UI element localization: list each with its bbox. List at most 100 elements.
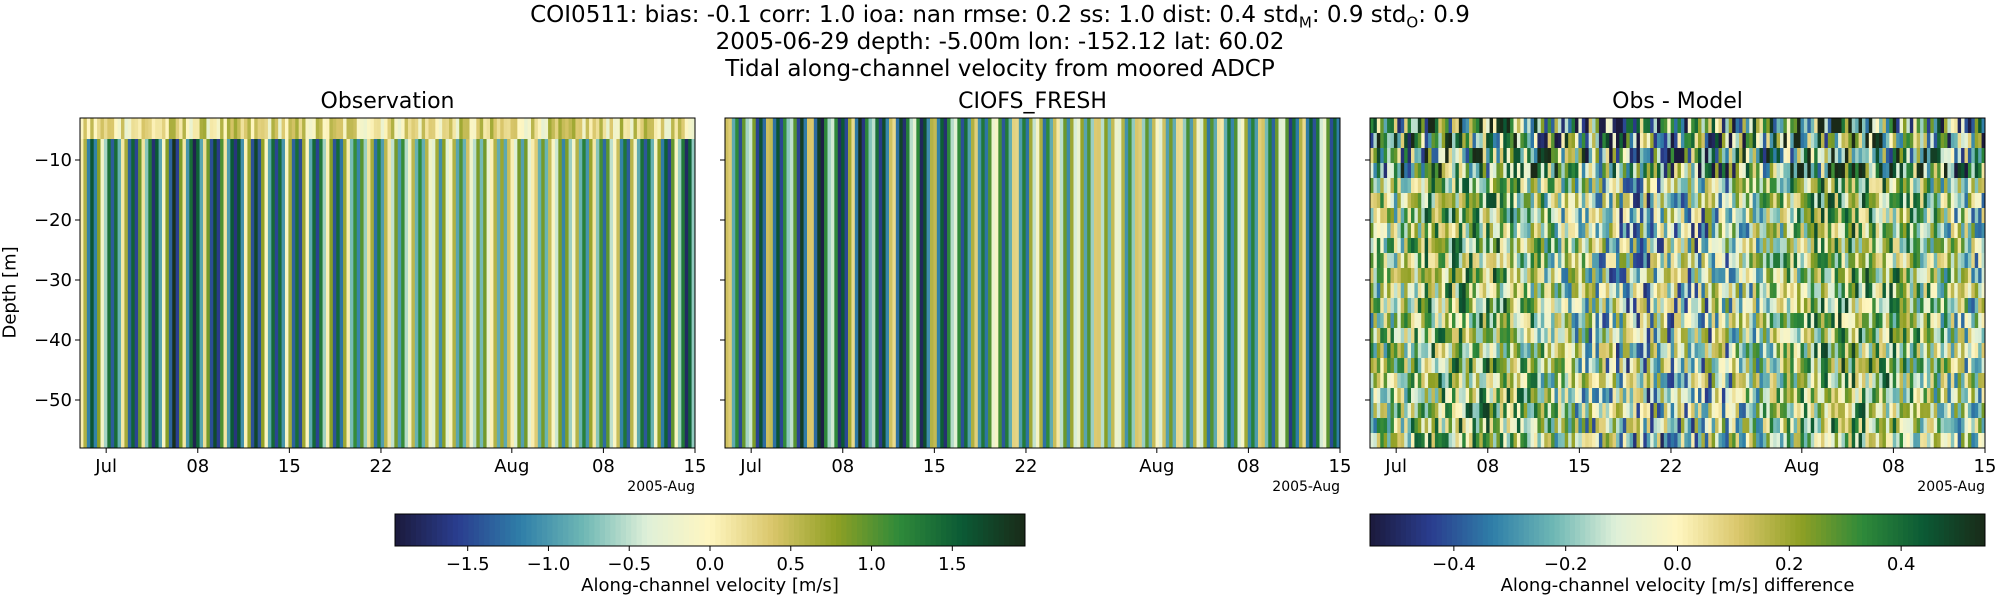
- heatmap-cell: [1821, 388, 1825, 404]
- heatmap-cell: [1961, 193, 1965, 209]
- heatmap-cell: [1933, 118, 1938, 134]
- heatmap-cell: [237, 118, 241, 449]
- colorbar-segment: [1595, 514, 1602, 546]
- heatmap-cell: [1646, 313, 1651, 329]
- heatmap-cell: [1752, 163, 1757, 179]
- heatmap-cell: [1909, 238, 1914, 254]
- heatmap-cell: [267, 118, 272, 449]
- heatmap-cell: [1489, 133, 1494, 149]
- heatmap-cell: [1844, 313, 1849, 329]
- heatmap-cell: [1475, 253, 1480, 269]
- heatmap-cell: [1376, 328, 1381, 344]
- heatmap-cell: [1899, 118, 1904, 134]
- heatmap-cell: [1786, 313, 1791, 329]
- colorbar-segment: [1421, 514, 1427, 546]
- heatmap-cell: [1472, 163, 1477, 179]
- heatmap-cell: [1434, 418, 1439, 434]
- heatmap-cell: [1602, 313, 1607, 329]
- heatmap-cell: [1370, 133, 1374, 149]
- heatmap-cell: [1383, 118, 1388, 134]
- heatmap-cell: [1797, 343, 1801, 359]
- heatmap-cell: [1421, 163, 1426, 179]
- colorbar-segment: [867, 514, 874, 546]
- heatmap-cell: [158, 118, 163, 449]
- heatmap-cell: [1677, 418, 1682, 434]
- heatmap-cell: [1967, 178, 1972, 194]
- heatmap-cell: [1407, 163, 1412, 179]
- heatmap-cell: [1551, 208, 1555, 224]
- heatmap-cell: [1441, 403, 1446, 419]
- heatmap-cell: [1441, 253, 1446, 269]
- heatmap-cell: [1431, 268, 1436, 284]
- heatmap-cell: [1636, 208, 1641, 224]
- heatmap-cell: [1496, 418, 1501, 434]
- heatmap-cell: [1383, 208, 1388, 224]
- heatmap-cell: [1954, 298, 1959, 314]
- heatmap-cell: [1817, 223, 1822, 239]
- x-tick-label: 08: [592, 456, 615, 477]
- heatmap-cell: [1578, 208, 1583, 224]
- heatmap-cell: [1882, 208, 1887, 224]
- heatmap-cell: [1762, 313, 1767, 329]
- heatmap-cell: [1865, 193, 1870, 209]
- heatmap-cell: [1653, 163, 1658, 179]
- heatmap-cell: [1397, 433, 1402, 449]
- heatmap-band-cell: [517, 118, 522, 139]
- heatmap-cell: [1749, 313, 1754, 329]
- heatmap-cell: [1824, 163, 1829, 179]
- heatmap-cell: [1578, 223, 1583, 239]
- heatmap-band-cell: [151, 118, 156, 139]
- heatmap-cell: [1739, 238, 1743, 254]
- heatmap-cell: [1769, 433, 1774, 449]
- heatmap-cell: [1684, 223, 1689, 239]
- heatmap-cell: [1619, 298, 1624, 314]
- heatmap-cell: [1404, 133, 1408, 149]
- heatmap-cell: [1677, 208, 1682, 224]
- heatmap-cell: [1619, 388, 1624, 404]
- heatmap-cell: [1708, 163, 1713, 179]
- heatmap-cell: [1742, 253, 1747, 269]
- heatmap-cell: [1790, 328, 1795, 344]
- heatmap-cell: [1923, 118, 1928, 134]
- heatmap-cell: [1581, 253, 1586, 269]
- heatmap-cell: [1851, 223, 1856, 239]
- heatmap-cell: [1944, 328, 1948, 344]
- heatmap-cell: [1933, 148, 1938, 164]
- heatmap-cell: [1616, 373, 1620, 389]
- heatmap-cell: [1909, 343, 1914, 359]
- heatmap-cell: [1903, 208, 1907, 224]
- heatmap-cell: [1441, 268, 1446, 284]
- heatmap-cell: [1721, 238, 1726, 254]
- heatmap-cell: [1957, 253, 1962, 269]
- heatmap-cell: [1776, 388, 1781, 404]
- heatmap-cell: [1663, 268, 1668, 284]
- heatmap-cell: [1756, 208, 1760, 224]
- heatmap-cell: [1715, 193, 1719, 209]
- heatmap-cell: [1868, 238, 1873, 254]
- heatmap-cell: [1882, 298, 1887, 314]
- heatmap-cell: [1824, 343, 1829, 359]
- heatmap-cell: [1950, 313, 1955, 329]
- heatmap-cell: [1626, 268, 1631, 284]
- heatmap-cell: [1937, 388, 1941, 404]
- heatmap-cell: [1441, 388, 1446, 404]
- heatmap-cell: [1889, 253, 1894, 269]
- heatmap-cell: [1489, 313, 1494, 329]
- heatmap-cell: [1622, 223, 1627, 239]
- heatmap-cell: [1650, 343, 1654, 359]
- heatmap-cell: [1797, 268, 1801, 284]
- heatmap-cell: [1513, 298, 1518, 314]
- heatmap-cell: [1721, 118, 1726, 134]
- heatmap-cell: [1865, 358, 1870, 374]
- heatmap-cell: [1899, 238, 1904, 254]
- heatmap-cell: [1810, 373, 1815, 389]
- heatmap-cell: [1704, 253, 1709, 269]
- heatmap-cell: [1643, 298, 1648, 314]
- colorbar-segment: [447, 514, 454, 546]
- heatmap-cell: [1691, 313, 1695, 329]
- heatmap-cell: [1619, 343, 1624, 359]
- heatmap-cell: [1428, 373, 1432, 389]
- heatmap-cell: [1961, 418, 1965, 434]
- heatmap-cell: [1701, 343, 1706, 359]
- heatmap-cell: [1393, 268, 1398, 284]
